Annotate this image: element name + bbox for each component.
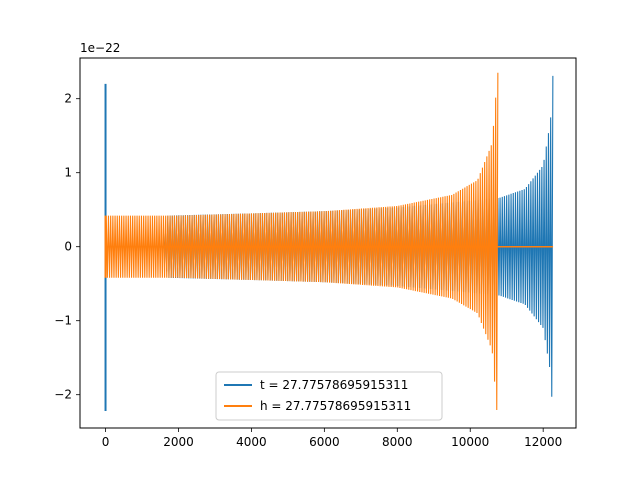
legend: t = 27.77578695915311 h = 27.775786959153… [215,371,443,421]
y-offset-label: 1e−22 [80,41,120,55]
y-tick-label: 1 [64,166,72,180]
x-tick-label: 2000 [163,435,194,449]
y-axis: −2 −1 0 1 2 [54,92,80,402]
x-tick-label: 8000 [382,435,413,449]
x-tick-label: 10000 [451,435,489,449]
legend-label: h = 27.77578695915311 [260,399,411,413]
legend-label: t = 27.77578695915311 [260,378,408,392]
x-tick-label: 6000 [309,435,340,449]
x-tick-label: 4000 [236,435,267,449]
y-tick-label: 2 [64,92,72,106]
x-axis: 0 2000 4000 6000 8000 10000 12000 [102,428,562,449]
series-h-line [105,72,499,410]
x-tick-label: 12000 [524,435,562,449]
axes-frame [79,57,577,429]
x-tick-label: 0 [102,435,110,449]
y-tick-label: −1 [54,314,72,328]
series-layer [104,72,554,411]
y-tick-label: 0 [64,240,72,254]
series-h [104,72,554,410]
legend-box [215,371,443,421]
y-tick-label: −2 [54,388,72,402]
